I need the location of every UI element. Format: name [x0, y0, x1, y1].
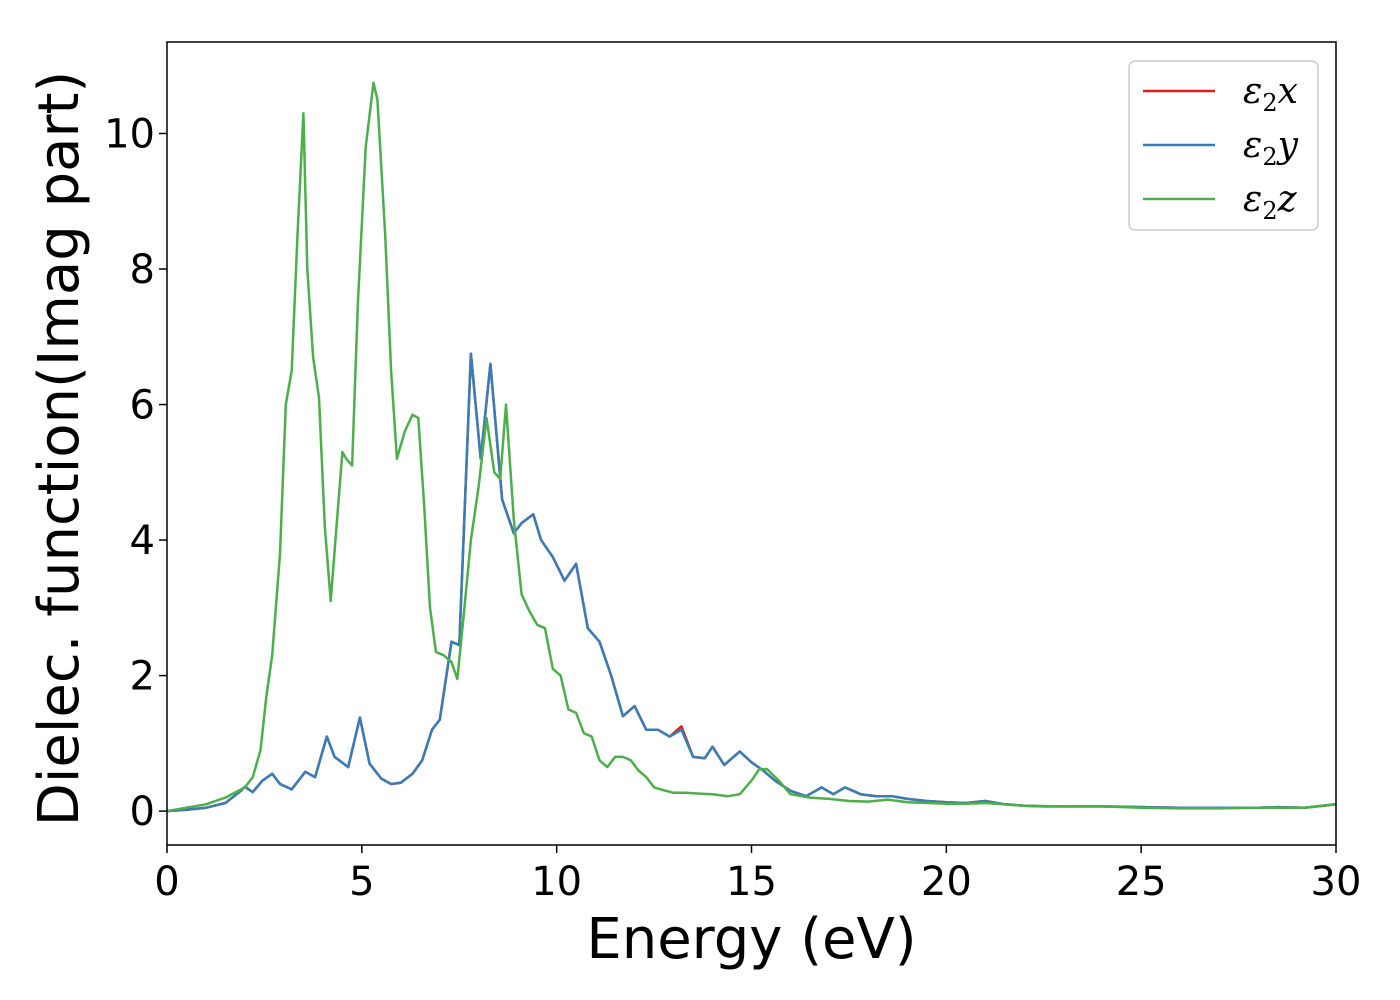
x-tick-label: 10: [531, 859, 582, 905]
x-tick-label: 5: [349, 859, 374, 905]
y-tick-label: 6: [130, 383, 155, 429]
legend-label-z: ε2z: [1243, 179, 1298, 225]
x-tick-label: 25: [1116, 859, 1167, 905]
y-tick-label: 8: [130, 247, 155, 293]
y-tick-label: 2: [130, 654, 155, 700]
y-tick-label: 10: [104, 111, 155, 157]
y-axis-label: Dielec. function(Imag part): [27, 71, 92, 827]
series-layer: [166, 81, 1337, 813]
legend-label-y: ε2y: [1243, 125, 1299, 171]
series-line-z: [166, 81, 1337, 813]
y-axis: 0 2 4 6 8 10: [104, 111, 167, 835]
x-axis: 0 5 10 15 20 25 30: [154, 845, 1361, 905]
x-axis-label: Energy (eV): [586, 907, 916, 972]
x-tick-label: 20: [921, 859, 972, 905]
y-tick-label: 0: [130, 789, 155, 835]
legend-label-x: ε2x: [1243, 71, 1298, 117]
x-tick-label: 30: [1311, 859, 1362, 905]
x-tick-label: 0: [154, 859, 179, 905]
legend: ε2x ε2y ε2z: [1128, 60, 1319, 231]
x-tick-label: 15: [726, 859, 777, 905]
y-tick-label: 4: [130, 518, 155, 564]
legend-box: [1128, 60, 1319, 231]
